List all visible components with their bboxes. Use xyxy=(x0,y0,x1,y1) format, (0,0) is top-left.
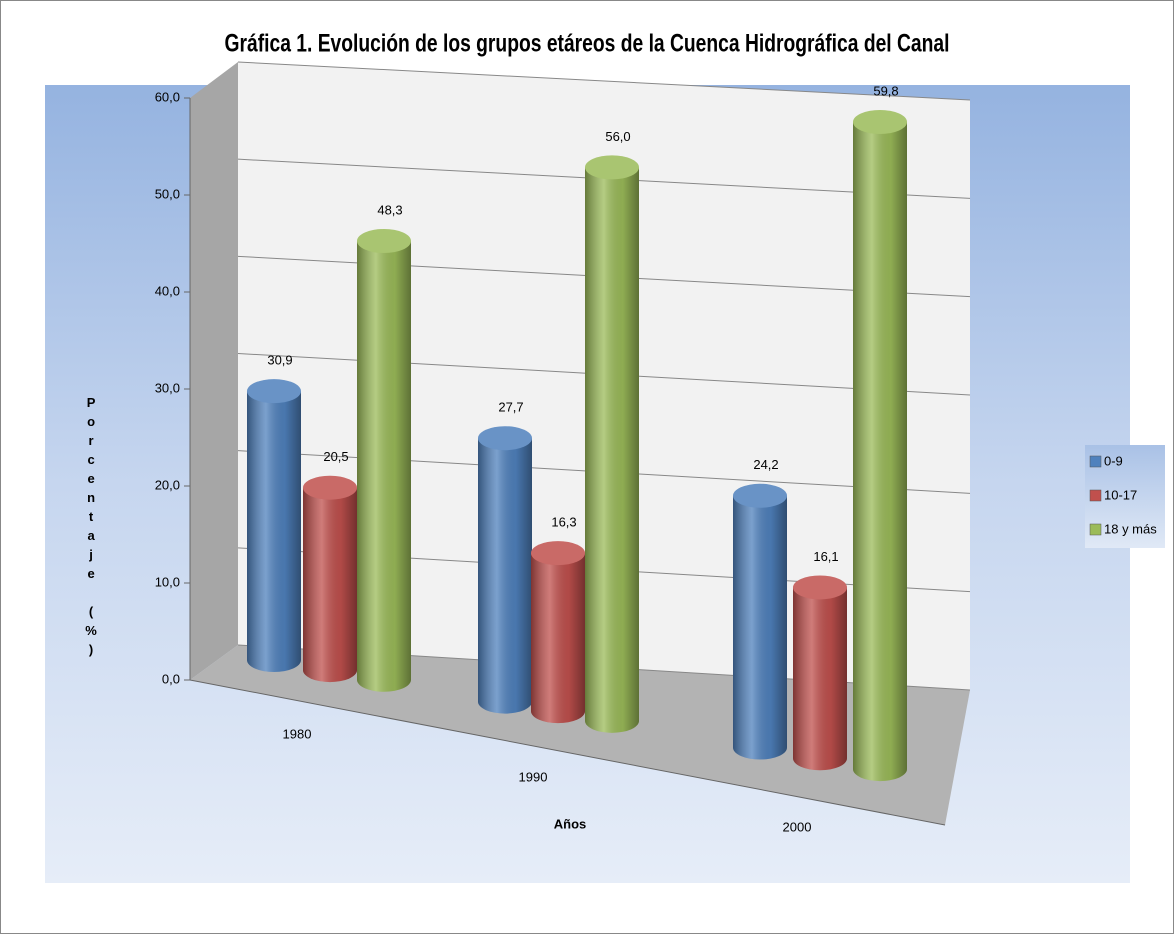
chart-title: Gráfica 1. Evolución de los grupos etáre… xyxy=(225,30,950,58)
y-tick-label: 60,0 xyxy=(155,89,180,104)
x-tick-label: 1980 xyxy=(283,726,312,741)
bar-top xyxy=(531,541,585,566)
bar-top-shade xyxy=(853,109,907,134)
y-axis-label: Porcentaje (%) xyxy=(84,395,99,661)
y-tick-label: 10,0 xyxy=(155,574,180,589)
legend-label: 10-17 xyxy=(1104,487,1137,502)
bar-top xyxy=(478,426,532,451)
value-label: 48,3 xyxy=(377,202,402,217)
bar-top-shade xyxy=(247,379,301,404)
y-tick-label: 20,0 xyxy=(155,477,180,492)
value-label: 56,0 xyxy=(605,129,630,144)
value-label: 20,5 xyxy=(323,449,348,464)
value-label: 16,3 xyxy=(551,515,576,530)
value-label: 59,8 xyxy=(873,83,898,98)
y-tick-label: 0,0 xyxy=(162,671,180,686)
bar-top-shade xyxy=(357,228,411,253)
value-label: 24,2 xyxy=(753,457,778,472)
legend-label: 0-9 xyxy=(1104,453,1123,468)
grid-line xyxy=(237,61,971,101)
bar-top xyxy=(303,475,357,500)
bar-top xyxy=(793,575,847,600)
bar-shade xyxy=(247,391,301,672)
value-label: 30,9 xyxy=(267,353,292,368)
legend-swatch xyxy=(1089,455,1102,468)
y-tick-label: 30,0 xyxy=(155,380,180,395)
bar-top-shade xyxy=(478,426,532,451)
bar-top-shade xyxy=(303,475,357,500)
bar-top-shade xyxy=(793,575,847,600)
bar-shade xyxy=(303,487,357,683)
y-tick-label: 40,0 xyxy=(155,283,180,298)
bar-shade xyxy=(793,587,847,771)
bar-top-shade xyxy=(585,155,639,180)
bar-top-shade xyxy=(531,541,585,566)
value-label: 27,7 xyxy=(498,400,523,415)
x-tick-label: 1990 xyxy=(519,769,548,784)
x-tick-label: 2000 xyxy=(783,819,812,834)
bar-top xyxy=(853,109,907,134)
x-axis xyxy=(189,679,946,826)
bar-shade xyxy=(853,121,907,782)
bar-shade xyxy=(733,495,787,760)
bar-top-shade xyxy=(733,483,787,508)
legend-label: 18 y más xyxy=(1104,521,1157,536)
bar-top xyxy=(247,379,301,404)
legend-swatch xyxy=(1089,523,1102,536)
legend-swatch xyxy=(1089,489,1102,502)
side-wall xyxy=(190,62,238,680)
y-tick-label: 50,0 xyxy=(155,186,180,201)
bar-shade xyxy=(531,553,585,724)
value-label: 16,1 xyxy=(813,549,838,564)
bar-shade xyxy=(478,438,532,714)
bar-top xyxy=(585,155,639,180)
x-axis-label: Años xyxy=(554,816,587,831)
bar-shade xyxy=(585,167,639,733)
bar-top xyxy=(357,228,411,253)
bar-shade xyxy=(357,240,411,692)
bar-top xyxy=(733,483,787,508)
